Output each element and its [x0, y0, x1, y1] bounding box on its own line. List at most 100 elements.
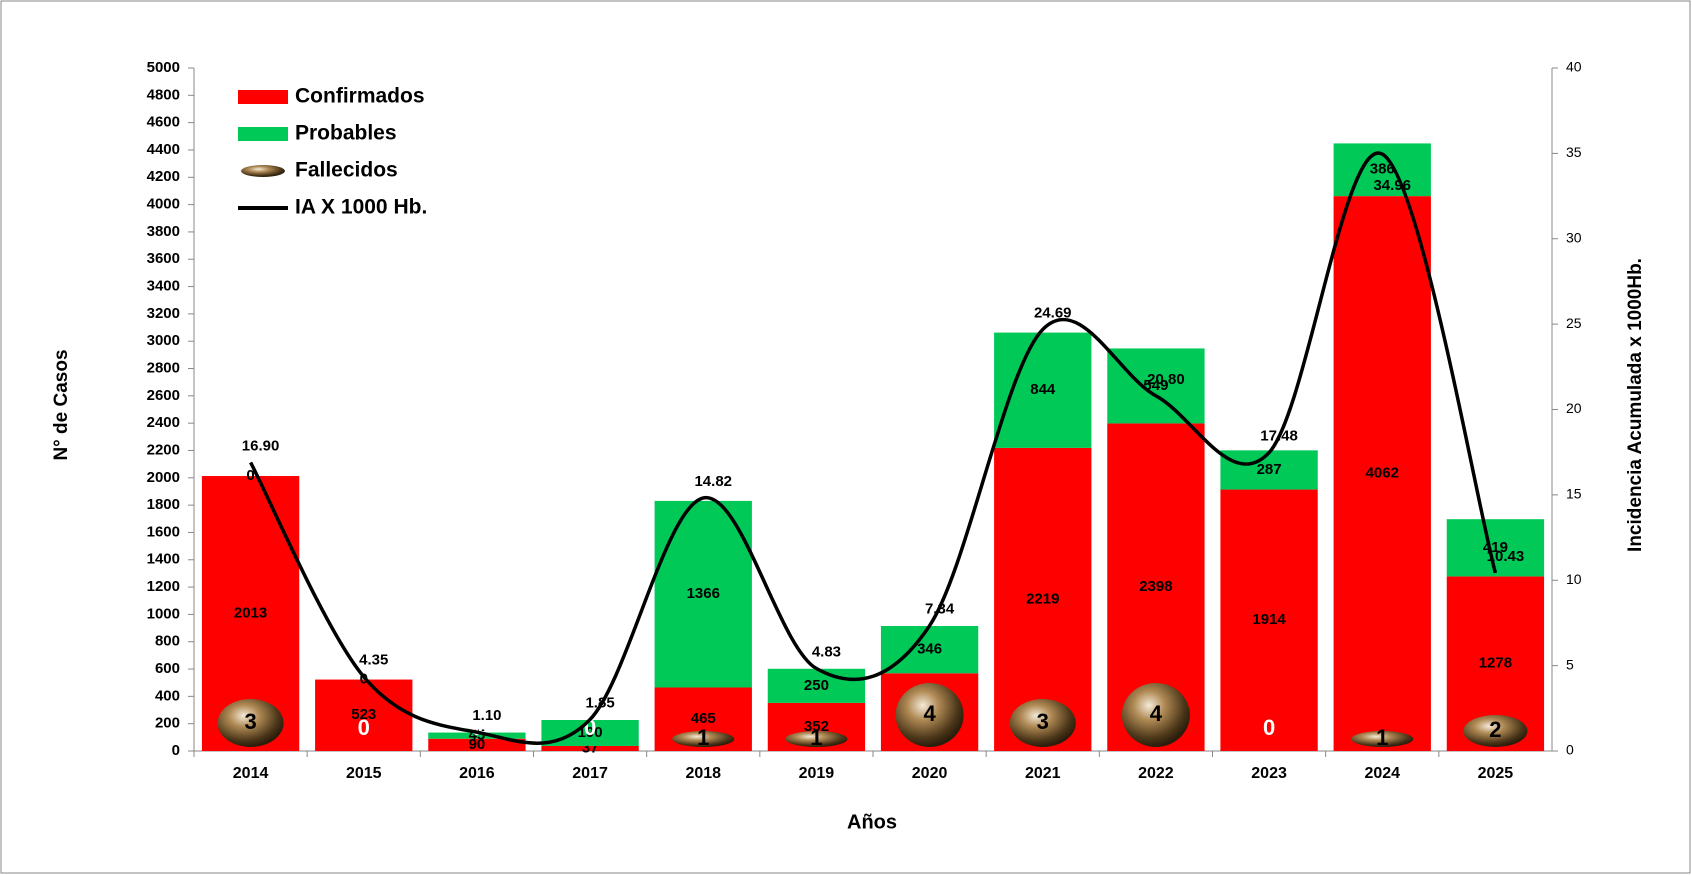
y-tick-label: 2600	[147, 387, 180, 404]
bar-label: 0	[246, 467, 254, 484]
x-tick-label: 2014	[233, 765, 269, 782]
line-label: 16.90	[242, 437, 280, 454]
y2-axis-title: Incidencia Acumulada x 1000Hb.	[1625, 258, 1646, 552]
bar-label: 523	[351, 706, 376, 723]
bar-label: 250	[804, 677, 829, 694]
bar-label: 4062	[1366, 465, 1399, 482]
y-tick-label: 3800	[147, 223, 180, 240]
y-tick-label: 3400	[147, 278, 180, 295]
x-tick-label: 2022	[1138, 765, 1174, 782]
y-tick-label: 3600	[147, 250, 180, 267]
y-tick-label: 1600	[147, 523, 180, 540]
bubble	[1351, 731, 1414, 747]
bar-label: 2219	[1026, 590, 1059, 607]
bar-label: 386	[1370, 161, 1395, 178]
x-tick-label: 2024	[1364, 765, 1400, 782]
bar-label: 346	[917, 641, 942, 658]
bar	[541, 745, 639, 751]
bar-label: 190	[578, 724, 603, 741]
bar	[654, 500, 752, 688]
y-tick-label: 1400	[147, 551, 180, 568]
bar-label: 352	[804, 718, 829, 735]
y-tick-label: 400	[155, 687, 180, 704]
y2-tick-label: 0	[1566, 742, 1574, 758]
y-axis-title: N° de Casos	[51, 349, 72, 460]
line-label: 20.80	[1147, 371, 1185, 388]
y-tick-label: 1000	[147, 605, 180, 622]
bubble-label: 0	[1263, 715, 1275, 740]
y2-tick-label: 20	[1566, 400, 1582, 416]
legend-label: IA X 1000 Hb.	[295, 196, 427, 219]
y2-tick-label: 25	[1566, 315, 1582, 331]
bubble-label: 4	[923, 701, 936, 726]
bubble	[217, 699, 284, 747]
x-tick-label: 2021	[1025, 765, 1061, 782]
legend-swatch	[238, 90, 288, 104]
x-tick-label: 2023	[1251, 765, 1287, 782]
bar-label: 465	[691, 710, 716, 727]
bar-label: 90	[469, 736, 486, 753]
y-tick-label: 200	[155, 715, 180, 732]
bar	[1107, 348, 1205, 424]
bar-label: 2398	[1139, 578, 1172, 595]
line-label: 17.48	[1260, 427, 1298, 444]
bar	[315, 679, 413, 751]
bubble-label: 1	[1376, 725, 1388, 750]
bubble-label: 0	[358, 715, 370, 740]
x-axis-title: Años	[847, 811, 897, 833]
y-tick-label: 2000	[147, 469, 180, 486]
y-tick-label: 3000	[147, 332, 180, 349]
bubble-label: 2	[1489, 717, 1501, 742]
y-tick-label: 1200	[147, 578, 180, 595]
bar-label: 844	[1030, 381, 1056, 398]
y2-tick-label: 15	[1566, 486, 1582, 502]
bar	[767, 668, 866, 703]
legend-label: Confirmados	[295, 85, 425, 108]
x-tick-label: 2025	[1478, 765, 1514, 782]
y-tick-label: 2200	[147, 441, 180, 458]
bar-label: 287	[1257, 461, 1282, 478]
bar	[1220, 489, 1318, 751]
line-label: 10.43	[1487, 548, 1525, 565]
bubble	[1009, 699, 1076, 747]
x-tick-label: 2018	[685, 765, 721, 782]
bubble	[672, 731, 735, 747]
line-label: 4.83	[812, 643, 841, 660]
bar-label: 1366	[687, 585, 720, 602]
bubble	[895, 683, 964, 747]
bar-label: 549	[1143, 377, 1168, 394]
bubble-label: 4	[1150, 701, 1163, 726]
bubble-label: 1	[810, 725, 822, 750]
bubble	[1121, 683, 1190, 747]
y-tick-label: 2400	[147, 414, 180, 431]
y-tick-label: 4800	[147, 86, 180, 103]
x-tick-label: 2015	[346, 765, 382, 782]
y-tick-label: 1800	[147, 496, 180, 513]
y-tick-label: 4600	[147, 114, 180, 131]
x-tick-label: 2017	[572, 765, 608, 782]
legend-swatch	[241, 165, 285, 177]
y-tick-label: 5000	[147, 59, 180, 76]
y-tick-label: 3200	[147, 305, 180, 322]
bar	[428, 738, 526, 751]
line-label: 1.10	[472, 707, 501, 724]
bar-label: 1278	[1479, 655, 1512, 672]
y-tick-label: 600	[155, 660, 180, 677]
line	[249, 151, 1498, 745]
legend-swatch	[238, 127, 288, 141]
bar	[1333, 196, 1431, 751]
bar	[1220, 450, 1318, 490]
line-label: 24.69	[1034, 304, 1072, 321]
line-label: 7.34	[925, 601, 955, 618]
y-tick-label: 4200	[147, 168, 180, 185]
bubble-label: 3	[1037, 709, 1049, 734]
y2-tick-label: 30	[1566, 229, 1582, 245]
line-label: 4.35	[359, 652, 388, 669]
bubble	[1463, 715, 1528, 747]
bubble-label: 1	[697, 725, 709, 750]
bar-label: 2013	[234, 604, 267, 621]
y2-tick-label: 40	[1566, 59, 1582, 75]
y-tick-label: 4000	[147, 196, 180, 213]
y2-tick-label: 35	[1566, 144, 1582, 160]
y-tick-label: 2800	[147, 359, 180, 376]
